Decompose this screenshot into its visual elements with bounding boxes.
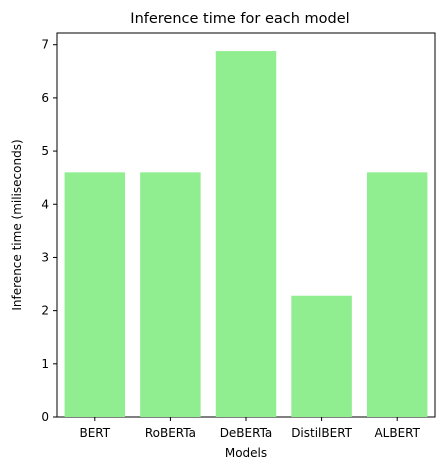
x-tick-label: DeBERTa	[220, 426, 273, 440]
y-axis-label: Inference time (miliseconds)	[10, 139, 24, 310]
x-axis-label: Models	[225, 446, 267, 460]
y-tick-label: 7	[41, 38, 49, 52]
y-axis: 0 1 2 3 4 5 6 7	[41, 38, 57, 424]
bar-distilbert	[291, 295, 352, 417]
y-tick-label: 6	[41, 91, 49, 105]
y-tick-label: 3	[41, 250, 49, 264]
y-tick-label: 1	[41, 357, 49, 371]
x-tick-label: ALBERT	[374, 426, 420, 440]
bar-albert	[366, 172, 428, 417]
x-tick-label: DistilBERT	[291, 426, 352, 440]
bar-bert	[64, 172, 126, 417]
chart-title: Inference time for each model	[130, 11, 349, 27]
bar-deberta	[215, 51, 277, 417]
y-tick-label: 0	[41, 410, 49, 424]
x-tick-label: BERT	[79, 426, 110, 440]
y-tick-label: 4	[41, 197, 49, 211]
x-axis: BERT RoBERTa DeBERTa DistilBERT ALBERT	[79, 417, 421, 440]
y-tick-label: 5	[41, 144, 49, 158]
y-tick-label: 2	[41, 304, 49, 318]
bars	[64, 51, 428, 417]
x-tick-label: RoBERTa	[145, 426, 196, 440]
bar-roberta	[140, 172, 201, 417]
